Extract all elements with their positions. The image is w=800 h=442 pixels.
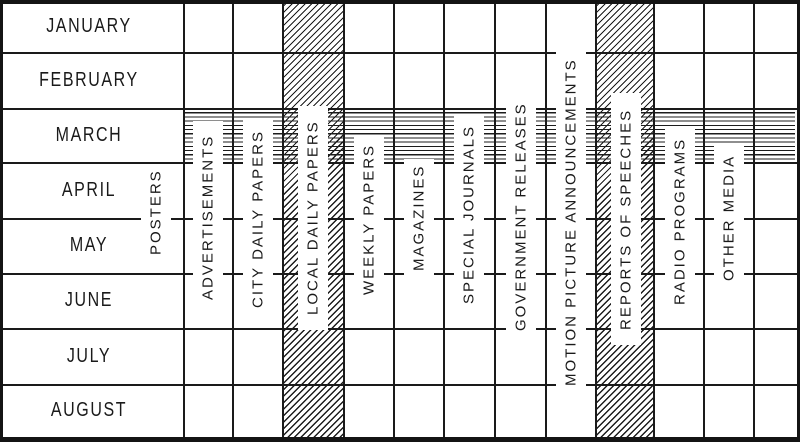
column-label-special-journals: SPECIAL JOURNALS — [454, 114, 484, 316]
row-label-may: MAY — [69, 234, 109, 256]
row-label-june: JUNE — [64, 289, 114, 311]
column-label-government-releases: GOVERNMENT RELEASES — [506, 88, 536, 345]
grid-line-horizontal — [0, 273, 800, 275]
grid-line-vertical — [494, 0, 496, 442]
grid-line-vertical — [653, 0, 655, 442]
grid-line-vertical — [343, 0, 345, 442]
column-label-other-media: OTHER MEDIA — [714, 144, 744, 291]
column-label-magazines: MAGAZINES — [404, 159, 434, 276]
grid-line-horizontal — [0, 162, 800, 164]
column-label-radio-programs: RADIO PROGRAMS — [665, 126, 695, 316]
row-label-january: JANUARY — [46, 14, 132, 37]
column-label-local-daily-papers: LOCAL DAILY PAPERS — [298, 106, 328, 330]
grid-line-vertical — [595, 0, 597, 442]
column-label-posters: POSTERS — [141, 167, 171, 257]
grid-line-vertical — [545, 0, 547, 442]
grid-line-horizontal — [0, 108, 800, 110]
row-label-february: FEBRUARY — [39, 68, 139, 91]
grid-line-vertical — [443, 0, 445, 442]
row-label-august: AUGUST — [50, 399, 128, 421]
column-label-reports-of-speeches: REPORTS OF SPEECHES — [611, 93, 641, 345]
grid-line-horizontal — [0, 52, 800, 54]
column-label-city-daily-papers: CITY DAILY PAPERS — [243, 119, 273, 319]
row-label-april: APRIL — [61, 178, 117, 201]
column-label-motion-picture-announcements: MOTION PICTURE ANNOUNCEMENTS — [556, 34, 586, 410]
grid-line-vertical — [753, 0, 755, 442]
grid-line-vertical — [282, 0, 284, 442]
grid-line-horizontal — [0, 218, 800, 220]
grid-line-horizontal — [0, 384, 800, 386]
grid-line-vertical — [703, 0, 705, 442]
grid-line-vertical — [393, 0, 395, 442]
grid-line-vertical — [183, 0, 185, 442]
grid-line-vertical — [232, 0, 234, 442]
row-label-july: JULY — [66, 344, 112, 367]
column-label-advertisements: ADVERTISEMENTS — [193, 121, 223, 313]
column-label-weekly-papers: WEEKLY PAPERS — [354, 136, 384, 303]
row-label-march: MARCH — [55, 123, 123, 146]
grid-line-horizontal — [0, 328, 800, 330]
